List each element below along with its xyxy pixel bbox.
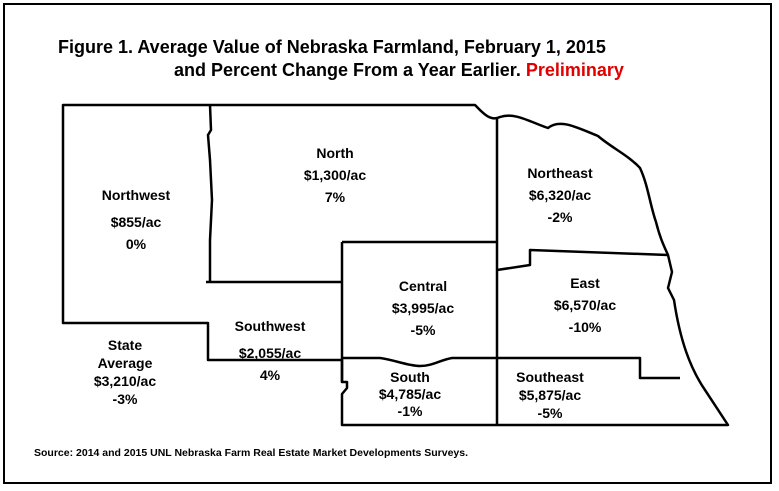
- region-southeast: Southeast $5,875/ac -5%: [516, 369, 584, 421]
- boundary-ne-east: [496, 248, 669, 272]
- state-outline: [61, 103, 730, 427]
- figure-title-line2: and Percent Change From a Year Earlier. …: [174, 60, 624, 80]
- figure-frame: [3, 3, 772, 484]
- region-northeast: Northeast $6,320/ac -2%: [527, 165, 593, 225]
- region-east: East $6,570/ac -10%: [553, 275, 617, 335]
- state-average: State Average $3,210/ac -3%: [93, 337, 157, 407]
- region-south: South $4,785/ac -1%: [378, 369, 442, 419]
- region-southwest: Southwest $2,055/ac 4%: [234, 318, 306, 383]
- region-northwest: Northwest $855/ac 0%: [101, 187, 171, 252]
- region-central: Central $3,995/ac -5%: [391, 278, 455, 338]
- boundary-nw-north: [206, 104, 214, 282]
- figure-title-line1: Figure 1. Average Value of Nebraska Farm…: [58, 37, 606, 57]
- preliminary-label: Preliminary: [525, 60, 624, 80]
- region-north: North $1,300/ac 7%: [303, 145, 367, 205]
- boundary-east-se: [497, 356, 680, 380]
- source-note: Source: 2014 and 2015 UNL Nebraska Farm …: [34, 447, 469, 459]
- boundary-central-south: [342, 356, 497, 368]
